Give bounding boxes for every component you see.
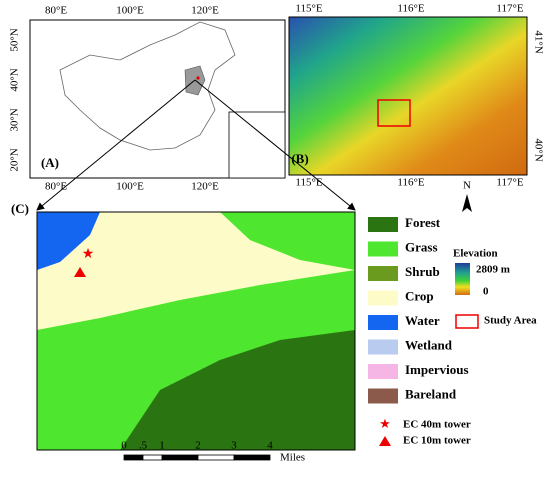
lat-label: 41°N — [532, 30, 544, 53]
legend-label: Shrub — [405, 264, 440, 279]
lat-label: 20°N — [9, 148, 21, 171]
lon-label: 120°E — [191, 5, 219, 17]
legend-swatch — [368, 241, 398, 257]
lon-label: 100°E — [116, 5, 144, 17]
panel-label: (B) — [291, 151, 308, 166]
tower-label: EC 40m tower — [403, 419, 471, 431]
panel-c-frame — [36, 211, 356, 451]
legend-swatch — [368, 290, 398, 306]
lon-label: 115°E — [295, 177, 322, 189]
panel-label: (C) — [11, 201, 29, 216]
lon-label: 117°E — [496, 3, 523, 15]
study-area-box — [377, 99, 411, 127]
scale-tick: .5 — [139, 440, 148, 452]
legend-label: Forest — [405, 215, 441, 230]
lon-label: 80°E — [45, 5, 67, 17]
lat-label: 40°N — [532, 138, 544, 161]
lat-label: 40°N — [9, 68, 21, 91]
panel-c-landcover — [37, 212, 355, 450]
legend-swatch — [368, 388, 398, 404]
tower-marker — [379, 436, 391, 446]
lon-label: 100°E — [116, 181, 144, 193]
connector — [194, 79, 356, 211]
legend-label: Grass — [405, 239, 438, 254]
tower-label: EC 10m tower — [403, 435, 471, 447]
scale-segment — [142, 454, 163, 461]
elevation-min: 0 — [483, 286, 489, 298]
lon-label: 116°E — [397, 3, 424, 15]
legend-swatch — [368, 266, 398, 281]
scale-bar — [123, 454, 271, 461]
study-area-swatch — [455, 314, 479, 329]
lon-label: 80°E — [45, 181, 67, 193]
scale-tick: 4 — [267, 440, 273, 452]
scale-tick: 2 — [195, 440, 201, 452]
tower-marker: ★ — [379, 416, 391, 431]
scale-segment — [233, 454, 271, 461]
scale-tick: 1 — [159, 440, 165, 452]
lat-label: 30°N — [9, 108, 21, 131]
legend-swatch — [368, 217, 398, 232]
inset — [228, 111, 286, 179]
legend-label: Bareland — [405, 386, 457, 401]
north-arrow — [462, 194, 472, 212]
study-area-label: Study Area — [484, 315, 537, 327]
scale-tick: 0 — [121, 440, 127, 452]
lon-label: 115°E — [295, 3, 322, 15]
north-label: N — [463, 180, 471, 192]
legend-swatch — [368, 315, 398, 330]
panel-b-elevation — [288, 16, 528, 176]
tower-40m-marker: ★ — [82, 247, 95, 262]
scale-segment — [123, 454, 144, 461]
legend-label: Wetland — [405, 337, 453, 352]
elevation-ramp — [455, 263, 470, 295]
connector — [36, 79, 196, 211]
legend-label: Impervious — [405, 362, 469, 377]
elevation-max: 2809 m — [476, 264, 510, 276]
lon-label: 120°E — [191, 181, 219, 193]
legend-label: Water — [405, 313, 440, 328]
panel-label: (A) — [41, 155, 59, 170]
legend-label: Crop — [405, 288, 434, 303]
lat-label: 50°N — [9, 28, 21, 51]
legend-swatch — [368, 339, 398, 355]
scale-segment — [161, 454, 199, 461]
scale-tick: 3 — [231, 440, 237, 452]
study-site — [196, 76, 200, 80]
tower-10m-marker — [74, 267, 86, 277]
elevation-title: Elevation — [453, 248, 498, 260]
scale-unit: Miles — [280, 452, 305, 464]
lon-label: 117°E — [496, 177, 523, 189]
legend-swatch — [368, 364, 398, 379]
scale-segment — [197, 454, 235, 461]
lon-label: 116°E — [397, 177, 424, 189]
